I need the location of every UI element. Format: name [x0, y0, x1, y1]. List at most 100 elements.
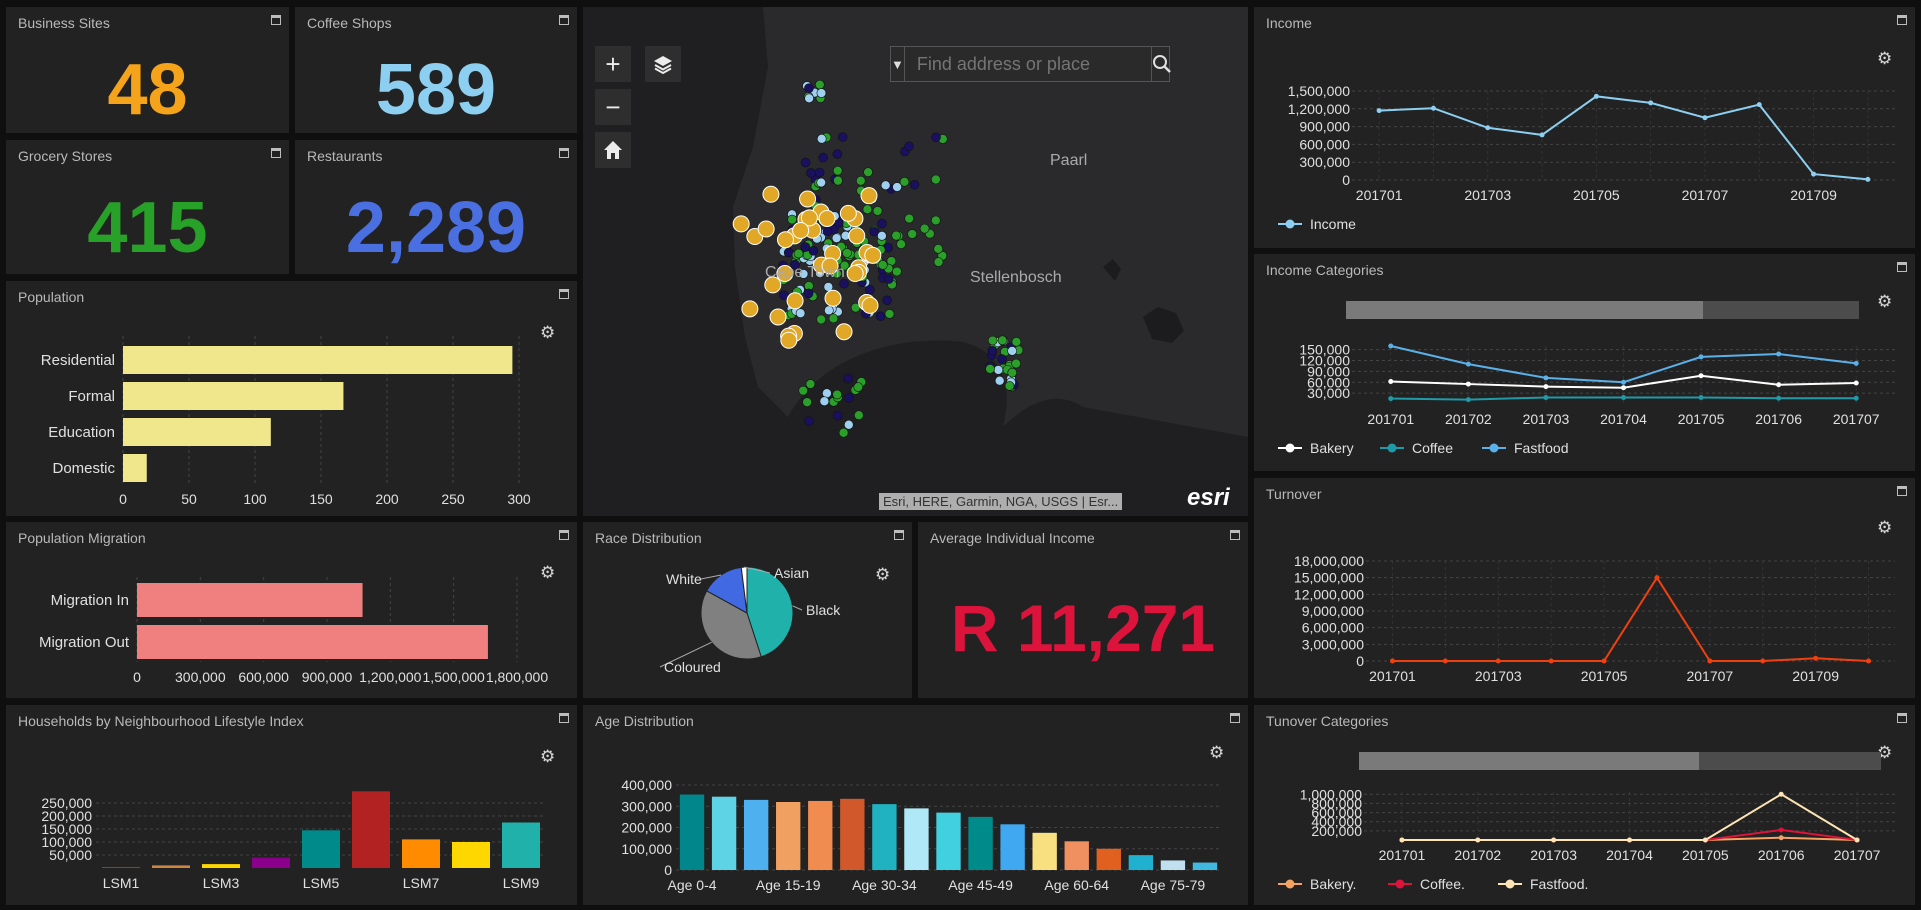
y-tick-label: 0 — [664, 862, 672, 878]
bar — [102, 866, 140, 868]
map-point — [909, 179, 920, 190]
pie-label: White — [666, 571, 702, 587]
map-point — [818, 152, 828, 163]
bar — [904, 808, 929, 870]
legend-marker — [1285, 879, 1295, 889]
maximize-icon[interactable] — [559, 289, 569, 299]
maximize-icon[interactable] — [1897, 262, 1907, 272]
map-canvas[interactable] — [583, 7, 1248, 516]
map-point — [787, 214, 797, 225]
map-point — [843, 373, 854, 384]
business-site-marker — [732, 215, 750, 233]
legend-label: Coffee. — [1420, 876, 1465, 892]
avg-income-panel: Average Individual Income R 11,271 — [918, 522, 1248, 698]
panel-title: Restaurants — [307, 148, 383, 164]
search-input[interactable] — [904, 47, 1151, 81]
gear-icon[interactable]: ⚙ — [1877, 49, 1893, 68]
business-site-marker — [860, 187, 878, 205]
data-point — [1778, 791, 1784, 797]
map-point — [837, 132, 848, 142]
map-point — [1004, 381, 1015, 391]
bar — [137, 625, 488, 659]
maximize-icon[interactable] — [271, 148, 281, 158]
maximize-icon[interactable] — [559, 15, 569, 25]
business-site-marker — [821, 257, 839, 275]
gear-icon[interactable]: ⚙ — [1877, 292, 1893, 311]
time-range-slider[interactable] — [1359, 752, 1881, 770]
zoom-out-button[interactable]: − — [595, 89, 631, 125]
chevron-down-icon[interactable]: ▼ — [891, 47, 905, 81]
maximize-icon[interactable] — [894, 530, 904, 540]
bar — [872, 804, 897, 870]
map-point — [822, 226, 833, 237]
gear-icon[interactable]: ⚙ — [540, 563, 556, 582]
maximize-icon[interactable] — [1897, 15, 1907, 25]
maximize-icon[interactable] — [559, 530, 569, 540]
map-point — [896, 239, 906, 250]
time-range-slider[interactable] — [1346, 301, 1859, 319]
legend-label: Income — [1310, 216, 1356, 232]
maximize-icon[interactable] — [559, 148, 569, 158]
maximize-icon[interactable] — [1897, 713, 1907, 723]
bar — [968, 816, 993, 870]
home-button[interactable] — [595, 132, 631, 168]
gear-icon[interactable]: ⚙ — [540, 747, 556, 766]
data-point — [1465, 381, 1471, 387]
data-point — [1621, 379, 1626, 385]
bar — [352, 791, 390, 868]
maximize-icon[interactable] — [1897, 486, 1907, 496]
y-tick-label: 120,000 — [1299, 353, 1350, 369]
map-point — [875, 311, 886, 322]
map-point — [1007, 346, 1017, 356]
gear-icon[interactable]: ⚙ — [1209, 743, 1225, 762]
bar — [1192, 862, 1218, 870]
y-tick-label: 600,000 — [1311, 805, 1362, 821]
x-tick-label: 1,800,000 — [486, 669, 548, 685]
x-tick-label: 201705 — [1573, 187, 1620, 203]
data-point — [1853, 395, 1859, 401]
search-button[interactable] — [1150, 47, 1172, 81]
x-tick-label: LSM1 — [103, 875, 140, 891]
data-point — [1495, 658, 1501, 664]
map-attribution[interactable]: Esri, HERE, Garmin, NGA, USGS | Esr... — [879, 493, 1123, 510]
maximize-icon[interactable] — [271, 15, 281, 25]
map-point — [904, 141, 914, 152]
data-point — [1811, 171, 1817, 177]
y-tick-label: 400,000 — [621, 777, 672, 793]
slider-thumb[interactable] — [1346, 301, 1703, 319]
x-tick-label: 250 — [441, 491, 465, 507]
gear-icon[interactable]: ⚙ — [1877, 518, 1893, 537]
maximize-icon[interactable] — [559, 713, 569, 723]
data-point — [1485, 125, 1491, 131]
data-point — [1853, 380, 1859, 386]
business-site-marker — [780, 331, 798, 349]
y-tick-label: 50,000 — [49, 847, 92, 863]
maximize-icon[interactable] — [1230, 530, 1240, 540]
data-point — [1465, 361, 1471, 367]
map-point — [833, 175, 843, 186]
zoom-in-button[interactable]: + — [595, 46, 631, 82]
data-point — [1621, 394, 1626, 400]
bar — [840, 798, 865, 870]
gear-icon[interactable]: ⚙ — [540, 323, 556, 342]
map-point — [844, 393, 854, 403]
category-label: Migration In — [51, 592, 129, 609]
turnover-chart: 03,000,0006,000,0009,000,00012,000,00015… — [1294, 553, 1895, 684]
data-point — [1698, 354, 1704, 360]
business-site-marker — [799, 190, 817, 208]
y-tick-label: 12,000,000 — [1294, 586, 1364, 602]
x-tick-label: 201707 — [1833, 411, 1880, 427]
data-point — [1698, 394, 1704, 400]
map-point — [862, 204, 873, 215]
layers-button[interactable] — [645, 46, 681, 82]
legend-marker — [1285, 219, 1295, 229]
maximize-icon[interactable] — [1230, 713, 1240, 723]
gear-icon[interactable]: ⚙ — [875, 565, 891, 584]
slider-thumb[interactable] — [1359, 752, 1699, 770]
map-point — [822, 388, 832, 399]
data-point — [1853, 360, 1859, 366]
business-site-marker — [846, 265, 864, 283]
map-label-paarl: Paarl — [1050, 152, 1088, 169]
data-point — [1465, 397, 1471, 403]
map-point — [800, 242, 811, 252]
